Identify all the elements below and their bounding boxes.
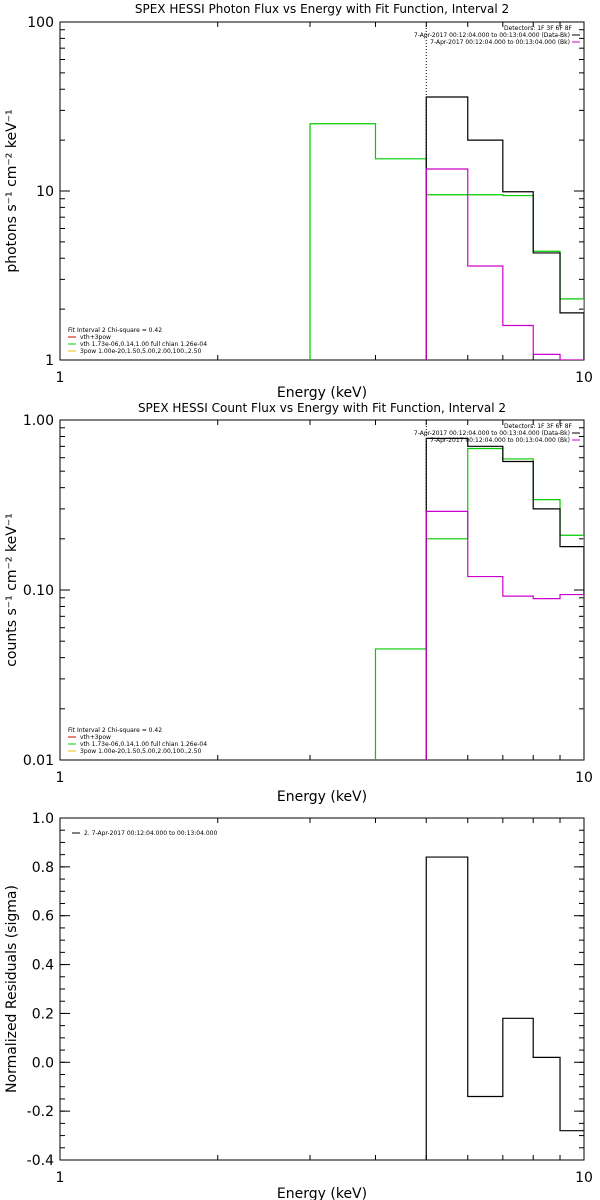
y-tick-label: 0.6 [32,909,54,925]
y-tick-label: 1.0 [32,811,54,827]
y-tick-label: -0.4 [27,1153,54,1169]
legend-entry-label: 7-Apr-2017 00:12:04.000 to 00:13:04.000 … [414,430,570,437]
series-line-2 [425,96,584,360]
x-tick-label: 10 [575,770,593,786]
x-tick-label: 10 [575,370,593,386]
y-tick-label: 100 [27,15,54,31]
chart-panel-1: SPEX HESSI Photon Flux vs Energy with Fi… [4,2,593,401]
y-tick-label: 0.2 [32,1006,54,1022]
x-tick-label: 1 [56,1170,65,1186]
legend-entry-label: 3pow 1.00e-20,1.50,5.00,2.00,100.,2.50 [80,748,201,755]
x-tick-label: 1 [56,770,65,786]
chart-panel-2: SPEX HESSI Count Flux vs Energy with Fit… [4,401,593,805]
x-axis-label: Energy (keV) [277,1186,367,1200]
y-axis-label: counts s⁻¹ cm⁻² keV⁻¹ [4,513,20,667]
plot-frame [59,21,585,361]
chart-title: SPEX HESSI Photon Flux vs Energy with Fi… [135,2,509,16]
legend-entry-label: vth+3pow [80,734,111,741]
series-line-1 [309,123,584,360]
y-axis-label: photons s⁻¹ cm⁻² keV⁻¹ [4,109,20,272]
plot-frame [59,419,585,761]
x-axis-label: Energy (keV) [277,789,367,805]
fit-legend-header: Fit Interval 2 Chi-square = 0.42 [68,327,162,334]
x-tick-label: 10 [575,1170,593,1186]
y-tick-label: 1.00 [23,413,54,429]
legend-entry-label: vth 1.73e-06,0.14,1.00 full chian 1.26e-… [80,741,207,748]
series-line-2 [425,437,584,760]
legend-entry-label: 2. 7-Apr-2017 00:12:04.000 to 00:13:04.0… [84,830,217,837]
y-tick-label: 10 [36,184,54,200]
y-tick-label: 0.10 [23,583,54,599]
plot-frame [59,817,585,1161]
series-line-1 [425,856,584,1160]
legend-entry-label: 7-Apr-2017 00:12:04.000 to 00:13:04.000 … [430,437,570,444]
fit-legend-header: Fit Interval 2 Chi-square = 0.42 [68,727,162,734]
y-tick-label: 0.8 [32,860,54,876]
y-tick-label: 0.01 [23,753,54,769]
legend-entry-label: 7-Apr-2017 00:12:04.000 to 00:13:04.000 … [430,39,570,46]
legend-entry-label: 3pow 1.00e-20,1.50,5.00,2.00,100.,2.50 [80,348,201,355]
legend-entry-label: 7-Apr-2017 00:12:04.000 to 00:13:04.000 … [414,32,570,39]
y-tick-label: -0.2 [27,1104,54,1120]
y-axis-label: Normalized Residuals (sigma) [4,885,20,1093]
legend-header: Detectors: 1F 3F 6F 8F [504,423,573,430]
series-line-3 [425,510,584,760]
legend-header: Detectors: 1F 3F 6F 8F [504,25,573,32]
series-line-3 [425,168,584,360]
y-tick-label: 0.0 [32,1055,54,1071]
chart-title: SPEX HESSI Count Flux vs Energy with Fit… [138,401,506,415]
legend-entry-label: vth+3pow [80,334,111,341]
x-axis-label: Energy (keV) [277,385,367,401]
y-tick-label: 1 [45,353,54,369]
y-tick-label: 0.4 [32,958,54,974]
x-tick-label: 1 [56,370,65,386]
series-line-1 [374,447,584,760]
legend-entry-label: vth 1.73e-06,0.14,1.00 full chian 1.26e-… [80,341,207,348]
chart-panel-3: 1 10 -0.4 -0.2 0.0 0.2 0.4 0.6 0.8 1.0 Energy (keV… [4,811,593,1200]
